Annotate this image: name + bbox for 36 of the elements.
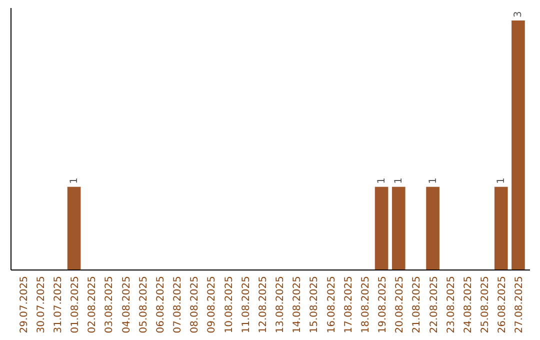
x-tick-label: 20.08.2025 <box>394 276 406 334</box>
x-tick-label: 19.08.2025 <box>378 276 389 334</box>
x-tick-label: 23.08.2025 <box>446 276 457 334</box>
x-tick-label: 11.08.2025 <box>240 276 252 334</box>
x-tick-label: 07.08.2025 <box>172 276 184 334</box>
x-tick-label: 04.08.2025 <box>121 276 132 334</box>
x-tick-label: 09.08.2025 <box>206 276 218 334</box>
x-tick-label: 30.07.2025 <box>36 276 47 334</box>
x-tick-label: 10.08.2025 <box>224 276 235 334</box>
x-tick-label: 13.08.2025 <box>275 276 286 334</box>
x-tick-label: 31.07.2025 <box>52 276 64 334</box>
x-tick-label: 02.08.2025 <box>87 276 98 334</box>
x-tick-label: 29.07.2025 <box>18 276 30 334</box>
x-tick-label: 18.08.2025 <box>360 276 372 334</box>
data-label: 1 <box>69 177 80 184</box>
x-tick-label: 03.08.2025 <box>104 276 116 334</box>
x-tick-label: 12.08.2025 <box>258 276 269 334</box>
x-tick-label: 22.08.2025 <box>428 276 440 334</box>
x-tick-label: 17.08.2025 <box>343 276 354 334</box>
data-label: 3 <box>513 11 524 18</box>
x-tick-label: 26.08.2025 <box>497 276 508 334</box>
x-tick-label: 14.08.2025 <box>292 276 304 334</box>
data-label: 1 <box>394 177 405 184</box>
x-tick-label: 24.08.2025 <box>462 276 474 334</box>
data-label: 1 <box>496 177 508 184</box>
x-tick-label: 21.08.2025 <box>412 276 423 334</box>
x-tick-label: 06.08.2025 <box>155 276 166 334</box>
x-tick-label: 01.08.2025 <box>70 276 82 334</box>
x-tick-label: 15.08.2025 <box>309 276 320 334</box>
data-label: 1 <box>376 177 388 184</box>
x-tick-label: 05.08.2025 <box>138 276 150 334</box>
x-tick-label: 16.08.2025 <box>326 276 338 334</box>
x-tick-label: 08.08.2025 <box>190 276 201 334</box>
x-tick-label: 25.08.2025 <box>480 276 492 334</box>
x-tick-label: 27.08.2025 <box>514 276 526 334</box>
data-label: 1 <box>428 177 439 184</box>
